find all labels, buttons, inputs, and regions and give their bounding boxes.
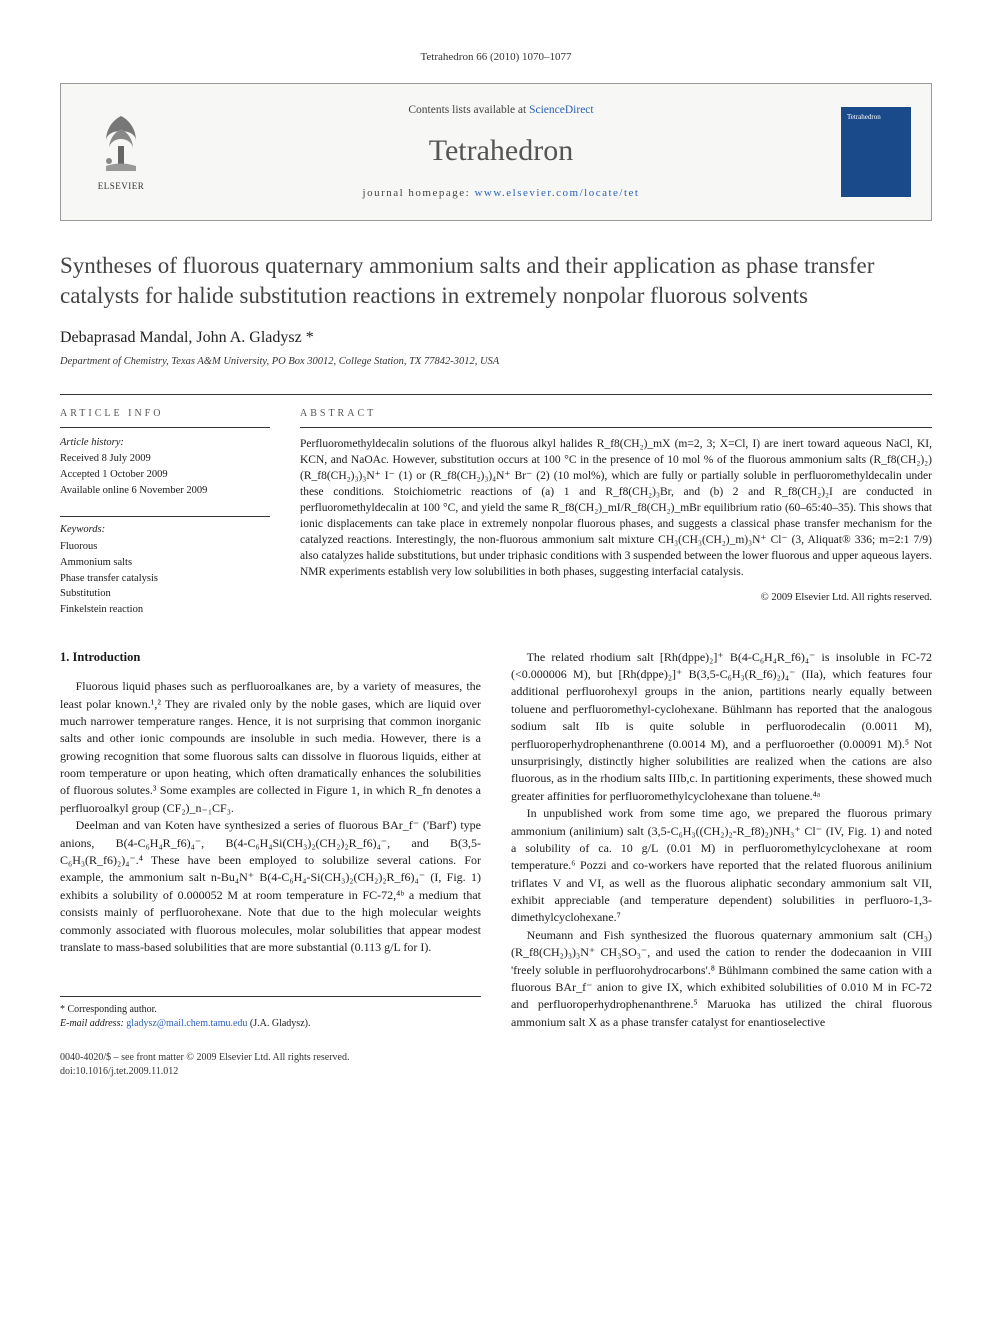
doi-line: doi:10.1016/j.tet.2009.11.012 [60, 1065, 932, 1079]
paragraph: Fluorous liquid phases such as perfluoro… [60, 678, 481, 817]
keyword: Finkelstein reaction [60, 603, 270, 618]
page-footer: 0040-4020/$ – see front matter © 2009 El… [60, 1051, 932, 1079]
abstract-text: Perfluoromethyldecalin solutions of the … [300, 436, 932, 581]
paragraph: Neumann and Fish synthesized the fluorou… [511, 927, 932, 1031]
keywords-heading: Keywords: [60, 523, 270, 538]
history-accepted: Accepted 1 October 2009 [60, 468, 270, 483]
paragraph: Deelman and van Koten have synthesized a… [60, 817, 481, 956]
history-heading: Article history: [60, 436, 270, 451]
journal-cover-thumb: Tetrahedron [841, 107, 911, 197]
abstract-column: ABSTRACT Perfluoromethyldecalin solution… [300, 407, 932, 619]
sciencedirect-link[interactable]: ScienceDirect [529, 104, 594, 116]
abstract-heading: ABSTRACT [300, 407, 932, 428]
keyword: Substitution [60, 587, 270, 602]
journal-name: Tetrahedron [181, 130, 821, 172]
issn-line: 0040-4020/$ – see front matter © 2009 El… [60, 1051, 932, 1065]
contents-prefix: Contents lists available at [408, 104, 529, 116]
authors-line: Debaprasad Mandal, John A. Gladysz * [60, 327, 932, 349]
keyword: Phase transfer catalysis [60, 572, 270, 587]
journal-banner: ELSEVIER Contents lists available at Sci… [60, 83, 932, 220]
keyword: Fluorous [60, 540, 270, 555]
affiliation-line: Department of Chemistry, Texas A&M Unive… [60, 355, 932, 370]
corresponding-email-link[interactable]: gladysz@mail.chem.tamu.edu [126, 1018, 247, 1029]
section-1-heading: 1. Introduction [60, 649, 481, 667]
history-received: Received 8 July 2009 [60, 452, 270, 467]
paragraph: In unpublished work from some time ago, … [511, 805, 932, 927]
body-column-right: The related rhodium salt [Rh(dppe)₂]⁺ B(… [511, 649, 932, 1032]
corresponding-email-line: E-mail address: gladysz@mail.chem.tamu.e… [60, 1017, 481, 1031]
publisher-logo: ELSEVIER [81, 111, 161, 193]
article-title: Syntheses of fluorous quaternary ammoniu… [60, 251, 932, 311]
email-suffix: (J.A. Gladysz). [250, 1018, 311, 1029]
cover-label: Tetrahedron [847, 113, 905, 123]
contents-line: Contents lists available at ScienceDirec… [181, 102, 821, 118]
article-info-column: ARTICLE INFO Article history: Received 8… [60, 407, 270, 619]
elsevier-tree-icon [91, 111, 151, 176]
history-online: Available online 6 November 2009 [60, 484, 270, 499]
corresponding-author-marker: * Corresponding author. [60, 1003, 481, 1017]
journal-homepage-line: journal homepage: www.elsevier.com/locat… [181, 186, 821, 201]
body-column-left: 1. Introduction Fluorous liquid phases s… [60, 649, 481, 1032]
abstract-copyright: © 2009 Elsevier Ltd. All rights reserved… [300, 591, 932, 606]
keyword: Ammonium salts [60, 556, 270, 571]
paragraph: The related rhodium salt [Rh(dppe)₂]⁺ B(… [511, 649, 932, 806]
journal-homepage-link[interactable]: www.elsevier.com/locate/tet [474, 187, 639, 199]
running-head: Tetrahedron 66 (2010) 1070–1077 [60, 50, 932, 65]
article-info-heading: ARTICLE INFO [60, 407, 270, 428]
email-label: E-mail address: [60, 1018, 124, 1029]
homepage-prefix: journal homepage: [363, 187, 475, 199]
publisher-name: ELSEVIER [98, 180, 145, 193]
